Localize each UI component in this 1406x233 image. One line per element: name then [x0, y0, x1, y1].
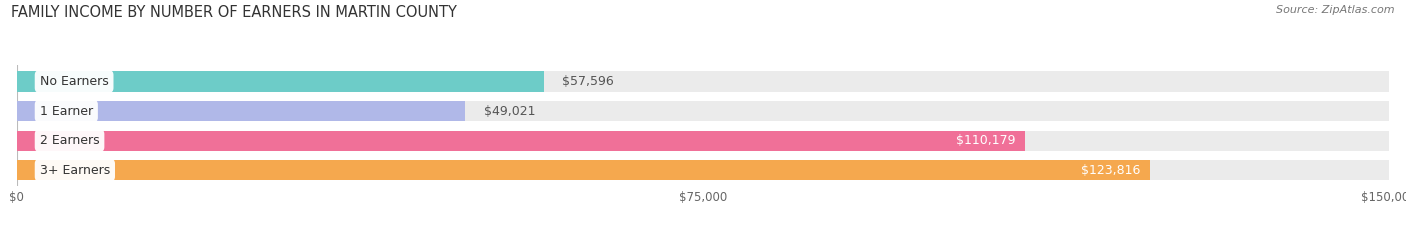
Bar: [17, 160, 1389, 180]
Bar: [17, 72, 544, 92]
Text: No Earners: No Earners: [39, 75, 108, 88]
Bar: [17, 101, 1389, 121]
Text: $49,021: $49,021: [484, 105, 536, 117]
Bar: [17, 130, 1389, 151]
Text: FAMILY INCOME BY NUMBER OF EARNERS IN MARTIN COUNTY: FAMILY INCOME BY NUMBER OF EARNERS IN MA…: [11, 5, 457, 20]
Text: $57,596: $57,596: [562, 75, 614, 88]
Text: Source: ZipAtlas.com: Source: ZipAtlas.com: [1277, 5, 1395, 15]
Text: 3+ Earners: 3+ Earners: [39, 164, 110, 177]
Text: 1 Earner: 1 Earner: [39, 105, 93, 117]
Text: $110,179: $110,179: [956, 134, 1015, 147]
Bar: [17, 130, 1025, 151]
Bar: [17, 160, 1150, 180]
Text: $123,816: $123,816: [1081, 164, 1140, 177]
Bar: [17, 72, 1389, 92]
Text: 2 Earners: 2 Earners: [39, 134, 100, 147]
Bar: [17, 101, 465, 121]
